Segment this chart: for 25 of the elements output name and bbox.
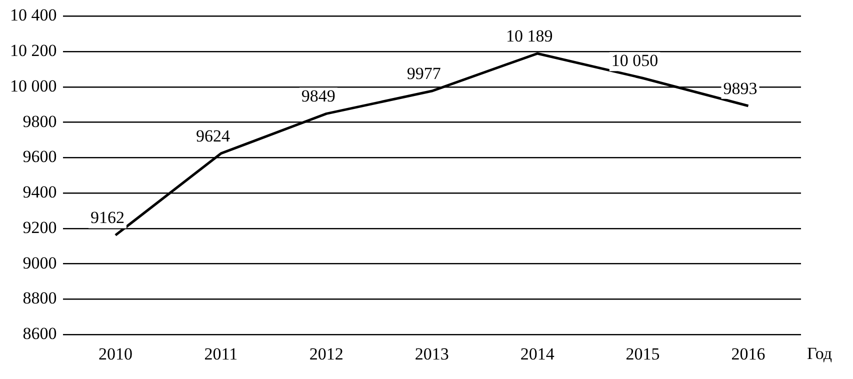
y-tick-label: 10 200 [10,41,57,60]
y-tick-label: 9800 [22,112,57,131]
x-tick-label: 2014 [520,344,555,364]
y-tick-label: 9200 [22,218,57,237]
x-tick-label: 2015 [626,344,660,364]
data-label: 9162 [90,208,124,228]
data-label: 9893 [723,78,758,98]
x-tick-label: 2010 [98,344,132,364]
x-tick-label: 2012 [309,344,344,364]
y-tick-label: 8800 [22,288,57,308]
data-label: 10 050 [611,51,658,70]
data-label: 10 189 [506,26,553,46]
y-tick-label: 9000 [22,253,57,272]
y-tick-label: 10 000 [10,76,57,96]
y-tick-label: 8600 [22,324,57,344]
y-tick-label: 9400 [22,182,57,202]
x-axis-title: Год [807,344,832,364]
data-label: 9977 [406,64,442,83]
x-tick-label: 2016 [731,344,766,364]
data-label: 9624 [196,126,230,146]
data-label: 9849 [301,86,336,106]
y-tick-label: 10 400 [10,6,57,25]
x-tick-label: 2011 [204,344,238,364]
y-tick-label: 9600 [22,147,57,166]
x-tick-label: 2013 [414,344,449,364]
